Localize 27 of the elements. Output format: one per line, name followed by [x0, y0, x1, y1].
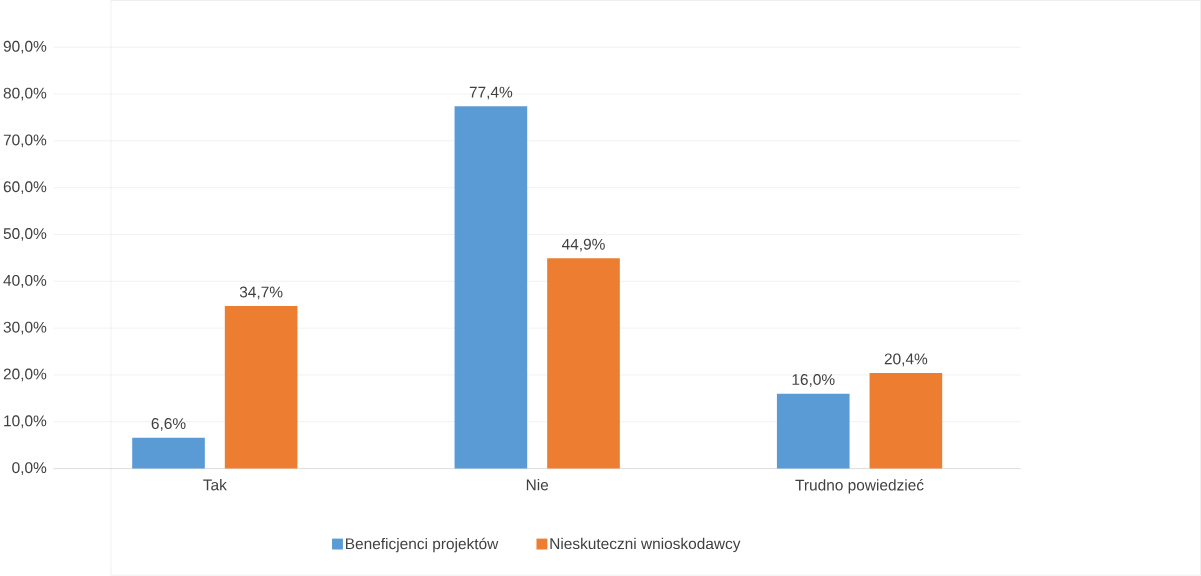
data-label: 77,4% — [469, 86, 513, 100]
bar — [454, 106, 528, 469]
y-tick-label: 50,0% — [3, 228, 47, 242]
data-label: 44,9% — [561, 238, 605, 252]
x-tick-label: Tak — [203, 479, 227, 491]
bar — [547, 258, 620, 469]
bar — [776, 393, 850, 469]
data-label: 34,7% — [239, 286, 283, 300]
bar — [224, 306, 298, 469]
bar — [132, 437, 205, 469]
y-tick-label: 90,0% — [3, 40, 47, 54]
y-tick-label: 10,0% — [4, 415, 47, 429]
x-tick-label: Nie — [526, 479, 549, 491]
y-tick-label: 60,0% — [3, 181, 47, 195]
legend-label: Nieskuteczni wnioskodawcy — [550, 537, 741, 553]
y-tick-label: 0,0% — [12, 462, 47, 476]
bar — [869, 373, 943, 469]
x-tick-label: Trudno powiedzieć — [795, 479, 924, 494]
data-label: 6,6% — [151, 418, 186, 431]
y-tick-label: 40,0% — [3, 275, 47, 288]
data-label: 16,0% — [792, 374, 835, 387]
data-label: 20,4% — [884, 353, 928, 367]
y-tick-label: 70,0% — [3, 134, 47, 148]
y-tick-label: 20,0% — [3, 368, 47, 382]
y-tick-label: 80,0% — [3, 87, 47, 101]
legend-label: Beneficjenci projektów — [346, 537, 499, 553]
y-tick-label: 30,0% — [3, 321, 47, 335]
